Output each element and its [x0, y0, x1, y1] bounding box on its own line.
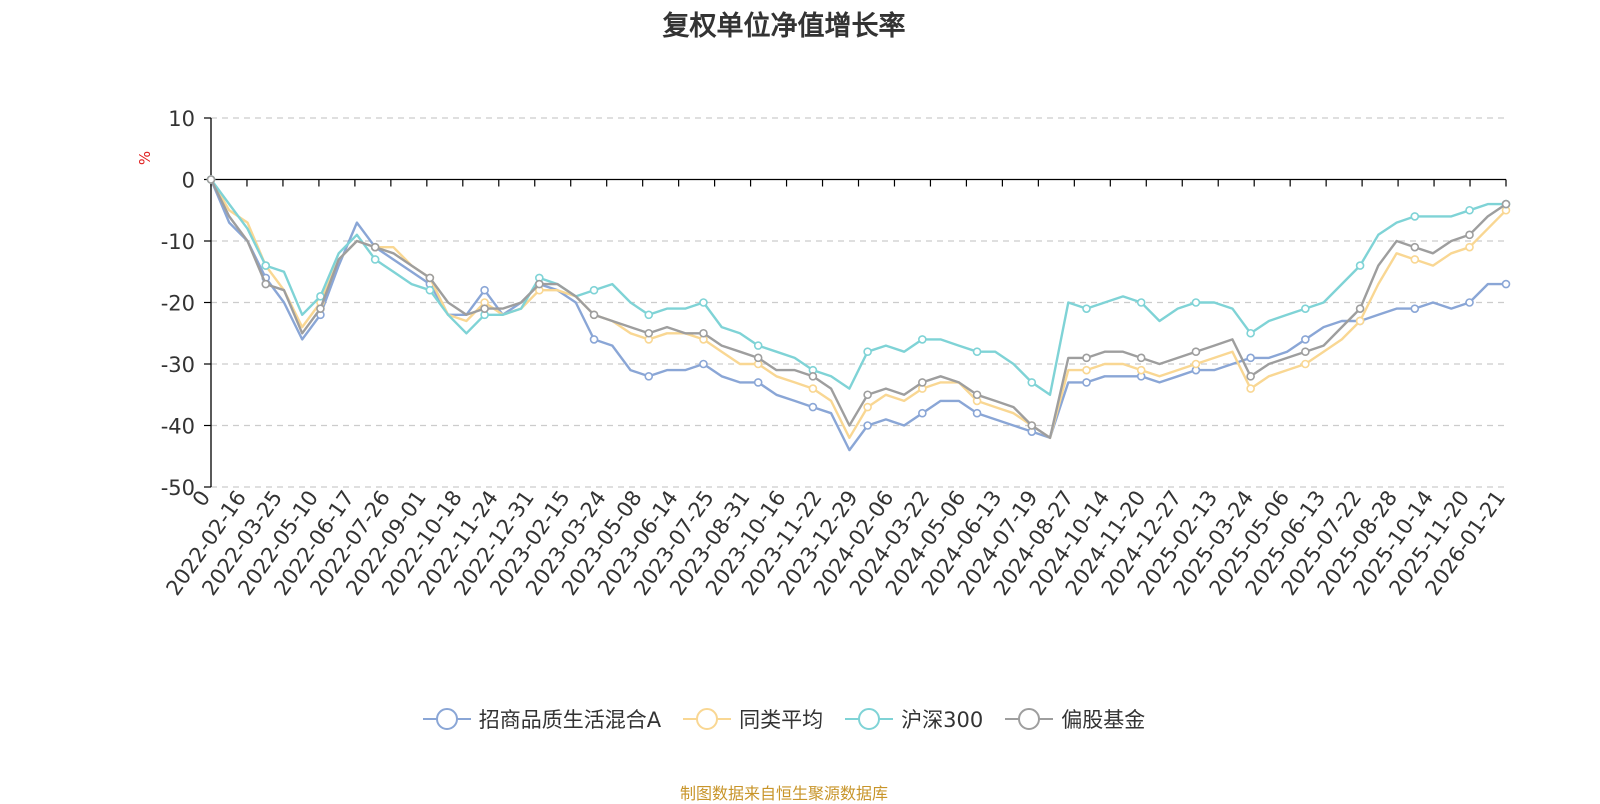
series-point-0 [1301, 335, 1310, 344]
y-tick-label: 0 [182, 169, 195, 193]
series-point-2 [753, 341, 763, 350]
y-tick-label: -40 [161, 415, 195, 439]
series-point-2 [1355, 261, 1365, 270]
series-point-2 [1027, 378, 1037, 387]
series-point-2 [1082, 304, 1091, 313]
series-point-3 [589, 310, 599, 320]
series-point-3 [1465, 230, 1474, 240]
series-point-3 [1136, 353, 1146, 363]
legend: 招商品质生活混合A 同类平均 沪深300 偏股基金 [0, 704, 1568, 734]
y-tick-label: -20 [161, 292, 195, 316]
series-point-3 [699, 328, 708, 338]
grid-layer [211, 117, 1506, 488]
series-point-2 [589, 285, 599, 295]
series-point-3 [972, 390, 982, 400]
legend-label: 偏股基金 [1061, 708, 1146, 732]
series-point-3 [1246, 371, 1255, 381]
series-point-3 [1501, 199, 1511, 209]
y-tick-label: 10 [168, 107, 195, 131]
series-point-3 [370, 242, 380, 252]
series-point-3 [261, 279, 271, 289]
series-point-3 [1355, 304, 1365, 313]
series-point-1 [1191, 359, 1201, 369]
series-point-0 [918, 408, 927, 418]
series-point-0 [589, 335, 599, 344]
series-point-2 [863, 347, 872, 357]
series-line-1 [209, 178, 1507, 439]
series-point-1 [808, 384, 818, 393]
series-point-1 [1465, 242, 1474, 252]
series-point-1 [863, 402, 872, 412]
series-point-0 [1246, 353, 1255, 363]
legend-marker-icon [422, 708, 471, 730]
series-point-2 [1410, 212, 1420, 221]
series-point-0 [753, 378, 763, 387]
series-point-1 [1355, 316, 1365, 326]
series-point-1 [1410, 255, 1420, 264]
series-point-0 [808, 402, 818, 412]
series-point-3 [753, 353, 763, 363]
series-point-3 [863, 390, 872, 400]
y-tick-label: -50 [161, 476, 195, 500]
chart-title: 复权单位净值增长率 [662, 11, 906, 42]
series-point-3 [206, 175, 216, 184]
series-point-2 [1136, 298, 1146, 307]
y-tick-label: -10 [161, 230, 195, 254]
series-point-2 [1246, 328, 1255, 338]
series-point-2 [1301, 304, 1310, 313]
series-layer [206, 175, 1511, 452]
y-unit-label: % [136, 151, 154, 165]
series-point-1 [1301, 359, 1310, 369]
series-point-2 [699, 298, 708, 307]
legend-item-peer-average[interactable]: 同类平均 [683, 704, 823, 734]
legend-label: 沪深300 [901, 708, 984, 732]
series-point-2 [261, 261, 271, 270]
series-point-2 [370, 255, 380, 264]
series-point-2 [1191, 298, 1201, 307]
series-line-2 [210, 178, 1506, 396]
series-point-3 [425, 273, 435, 283]
series-point-1 [1136, 365, 1146, 375]
series-point-1 [1246, 384, 1255, 393]
series-point-3 [480, 304, 489, 313]
series-point-0 [480, 285, 489, 295]
series-point-0 [644, 371, 654, 381]
legend-marker-icon [845, 708, 894, 730]
legend-label: 同类平均 [739, 708, 824, 732]
series-point-0 [1465, 298, 1474, 307]
series-point-1 [1082, 365, 1091, 375]
line-chart: 100-10-20-30-40-5002022-02-162022-03-252… [136, 107, 1511, 600]
series-point-3 [316, 304, 325, 313]
legend-label: 招商品质生活混合A [478, 708, 662, 732]
series-point-0 [1082, 378, 1091, 387]
series-point-0 [1501, 279, 1511, 289]
series-point-3 [644, 328, 654, 338]
legend-marker-icon [683, 708, 732, 730]
legend-item-fund[interactable]: 招商品质生活混合A [422, 704, 662, 734]
series-point-2 [972, 347, 982, 357]
series-point-0 [1410, 304, 1420, 313]
series-point-2 [1465, 205, 1474, 215]
series-point-3 [1027, 421, 1037, 430]
series-point-2 [644, 310, 654, 320]
series-line-3 [209, 178, 1507, 439]
series-point-0 [972, 408, 982, 418]
legend-marker-icon [1005, 708, 1054, 730]
source-note: 制图数据来自恒生聚源数据库 [679, 784, 888, 803]
legend-item-equity-funds[interactable]: 偏股基金 [1005, 704, 1145, 734]
series-point-0 [863, 421, 872, 430]
series-point-3 [1301, 347, 1310, 357]
series-point-0 [699, 359, 708, 369]
series-point-3 [535, 279, 544, 289]
y-tick-label: -30 [161, 353, 195, 377]
legend-item-csi300[interactable]: 沪深300 [845, 704, 983, 734]
series-point-2 [425, 285, 435, 295]
series-point-3 [1082, 353, 1091, 363]
series-point-3 [1191, 347, 1201, 357]
x-tick-label: 0 [188, 486, 215, 511]
series-point-3 [808, 371, 818, 381]
series-point-3 [1410, 242, 1420, 252]
series-point-3 [918, 378, 927, 387]
series-point-2 [918, 335, 927, 344]
